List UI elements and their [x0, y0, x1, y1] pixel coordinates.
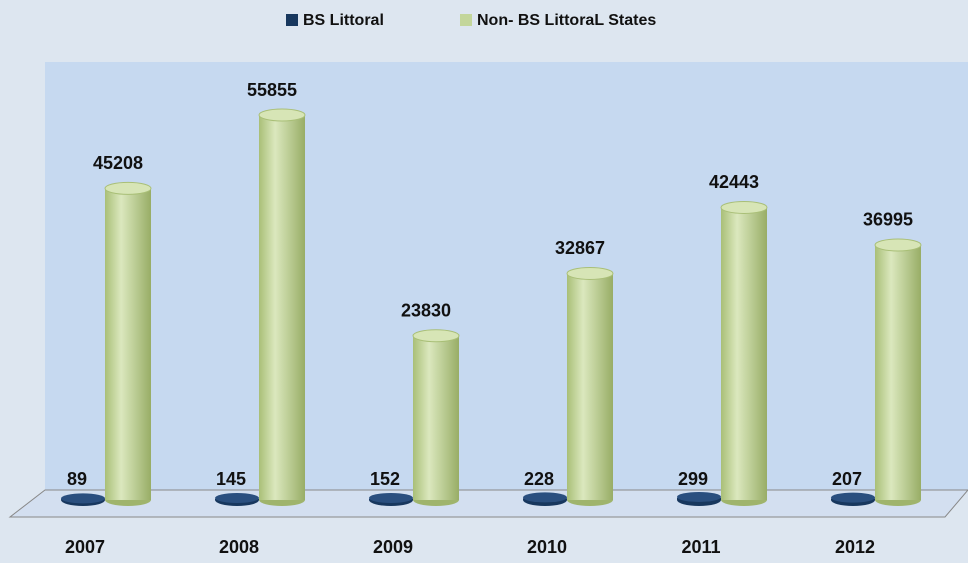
data-label: 299 — [678, 469, 708, 489]
bar — [875, 244, 921, 500]
legend-label: Non- BS LittoraL States — [477, 12, 656, 29]
bar-top — [369, 492, 413, 503]
plot-area — [45, 62, 968, 490]
bar-top — [720, 200, 768, 214]
legend-label: BS Littoral — [303, 12, 384, 29]
bar-top — [258, 108, 306, 122]
x-tick-label: 2008 — [219, 537, 259, 557]
data-label: 45208 — [93, 153, 143, 173]
floor — [8, 489, 968, 518]
x-tick-label: 2009 — [373, 537, 413, 557]
data-label: 89 — [67, 469, 87, 489]
legend: BS Littoral Non- BS LittoraL States — [286, 12, 656, 29]
bar-top — [831, 492, 875, 503]
data-label: 36995 — [863, 210, 913, 230]
data-label: 55855 — [247, 80, 297, 100]
data-label: 228 — [524, 469, 554, 489]
legend-swatch — [460, 14, 472, 26]
x-tick-label: 2012 — [835, 537, 875, 557]
data-label: 42443 — [709, 172, 759, 192]
bar — [259, 115, 305, 500]
x-tick-label: 2007 — [65, 537, 105, 557]
legend-swatch — [286, 14, 298, 26]
data-label: 152 — [370, 469, 400, 489]
data-label: 23830 — [401, 300, 451, 320]
bar — [721, 207, 767, 500]
data-label: 207 — [832, 469, 862, 489]
bar-top — [874, 238, 922, 252]
data-label: 32867 — [555, 238, 605, 258]
x-tick-label: 2010 — [527, 537, 567, 557]
bar — [105, 188, 151, 500]
bar-top — [104, 181, 152, 195]
bar — [413, 335, 459, 500]
bar-top — [412, 329, 460, 343]
data-label: 145 — [216, 469, 246, 489]
bar-top — [566, 266, 614, 280]
bar-top — [523, 492, 567, 503]
bar — [567, 273, 613, 500]
bar-top — [215, 493, 259, 504]
x-tick-label: 2011 — [681, 537, 720, 557]
bar-top — [677, 491, 721, 502]
bar-top — [61, 493, 105, 504]
